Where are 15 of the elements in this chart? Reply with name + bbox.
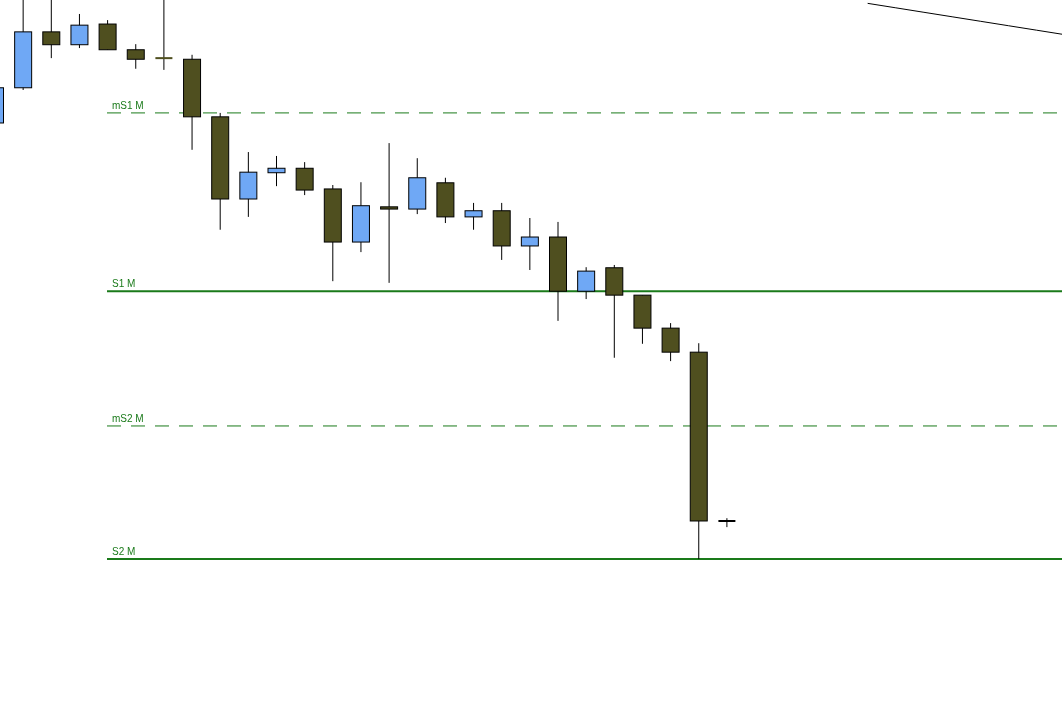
ref-line-label: S2 M: [112, 546, 136, 557]
candlestick: [70, 13, 89, 49]
candlestick: [295, 161, 314, 196]
candlestick: [464, 202, 483, 231]
candlestick: [267, 155, 286, 187]
ref-line-label: mS2 M: [112, 412, 144, 424]
candlestick: [577, 266, 596, 300]
candlestick: [154, 0, 174, 71]
candlestick: [520, 217, 539, 271]
ref-line-label: mS1 M: [112, 99, 144, 111]
candlestick: [126, 43, 145, 70]
candlestick: [380, 142, 399, 284]
candlestick: [717, 517, 737, 528]
ref-line-label: S1 M: [112, 278, 136, 290]
candlestick: [42, 0, 61, 59]
